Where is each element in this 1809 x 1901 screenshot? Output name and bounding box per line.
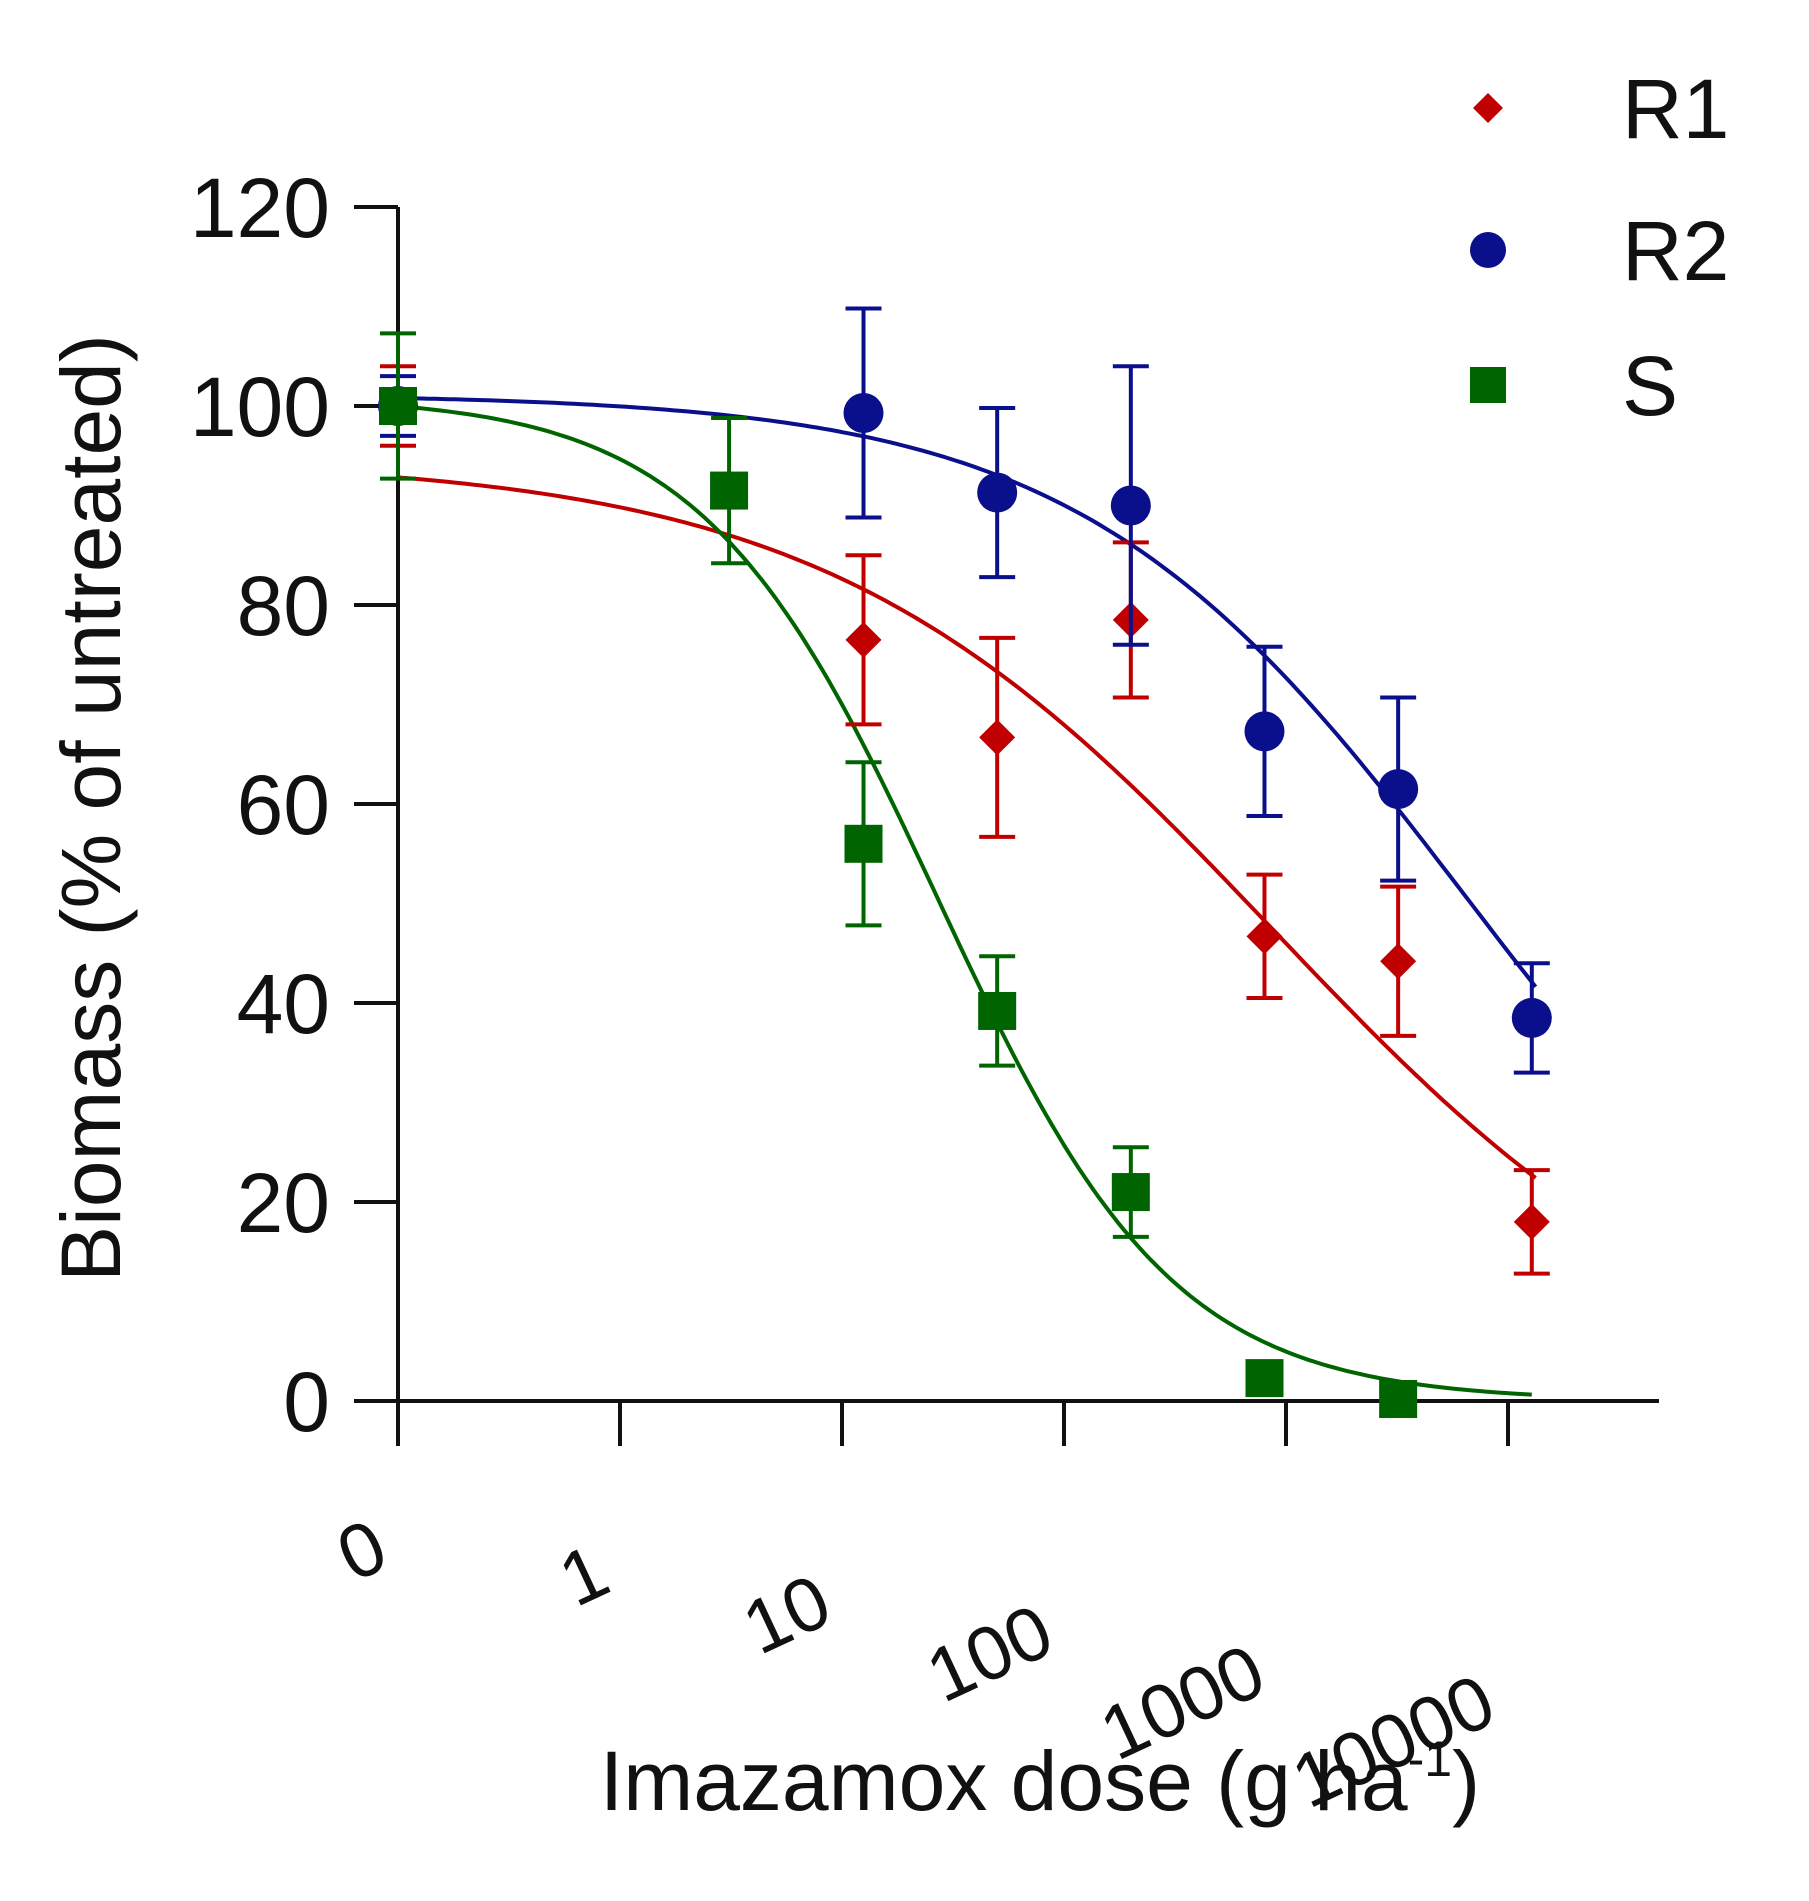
data-point-r2	[1244, 711, 1285, 752]
x-axis-title: Imazamox dose (g ha-1)	[600, 1731, 1480, 1828]
legend-marker-r1	[1473, 93, 1503, 123]
y-tick-label: 100	[190, 360, 330, 454]
legend-label-s: S	[1622, 339, 1678, 433]
y-tick-label: 0	[283, 1355, 330, 1449]
x-tick-label: 0	[325, 1503, 399, 1598]
legend: R1 R2 S	[1470, 62, 1729, 433]
data-point-r2	[843, 392, 884, 433]
fit-curves	[396, 394, 1538, 1397]
x-tick-label: 10	[731, 1558, 844, 1671]
fit-curve-r2	[396, 394, 1538, 989]
data-point-s	[710, 471, 749, 510]
data-point-s	[379, 387, 417, 425]
data-point-s	[844, 824, 883, 863]
y-tick-label: 80	[237, 559, 330, 653]
legend-marker-r2	[1470, 232, 1506, 268]
axes	[396, 207, 1659, 1403]
x-axis-title-superscript: -1	[1408, 1731, 1452, 1787]
data-point-r2	[1110, 485, 1151, 526]
data-point-r1	[1246, 918, 1283, 955]
x-tick-label: 100	[914, 1588, 1065, 1719]
data-point-r2	[1378, 769, 1419, 810]
data-point-s	[1111, 1173, 1150, 1212]
y-tick-label: 20	[237, 1156, 330, 1250]
x-axis-title-main: Imazamox dose (g ha	[600, 1734, 1408, 1828]
y-tick-label: 120	[190, 161, 330, 255]
data-points	[378, 306, 1552, 1419]
y-axis-title: Biomass (% of untreated)	[44, 334, 138, 1282]
legend-label-r1: R1	[1622, 62, 1729, 156]
x-tick-label: 1	[547, 1528, 621, 1623]
x-axis-title-close: )	[1452, 1734, 1480, 1828]
data-point-s	[1245, 1359, 1284, 1398]
y-tick-label: 40	[237, 957, 330, 1051]
fit-curve-s	[396, 396, 1532, 1397]
data-point-s	[978, 991, 1017, 1030]
data-point-r1	[1380, 943, 1417, 980]
y-tick-label: 60	[237, 758, 330, 852]
data-point-r1	[979, 719, 1016, 756]
y-ticks: 0 20 40 60 80 100 120	[190, 161, 398, 1449]
legend-label-r2: R2	[1622, 204, 1729, 298]
data-point-r2	[1511, 997, 1552, 1038]
data-point-s	[1379, 1380, 1418, 1419]
data-point-r1	[845, 621, 882, 658]
data-point-r1	[1513, 1203, 1550, 1240]
fit-curve-r1	[396, 461, 1537, 1180]
data-point-r2	[977, 472, 1018, 513]
legend-marker-s	[1470, 367, 1506, 403]
